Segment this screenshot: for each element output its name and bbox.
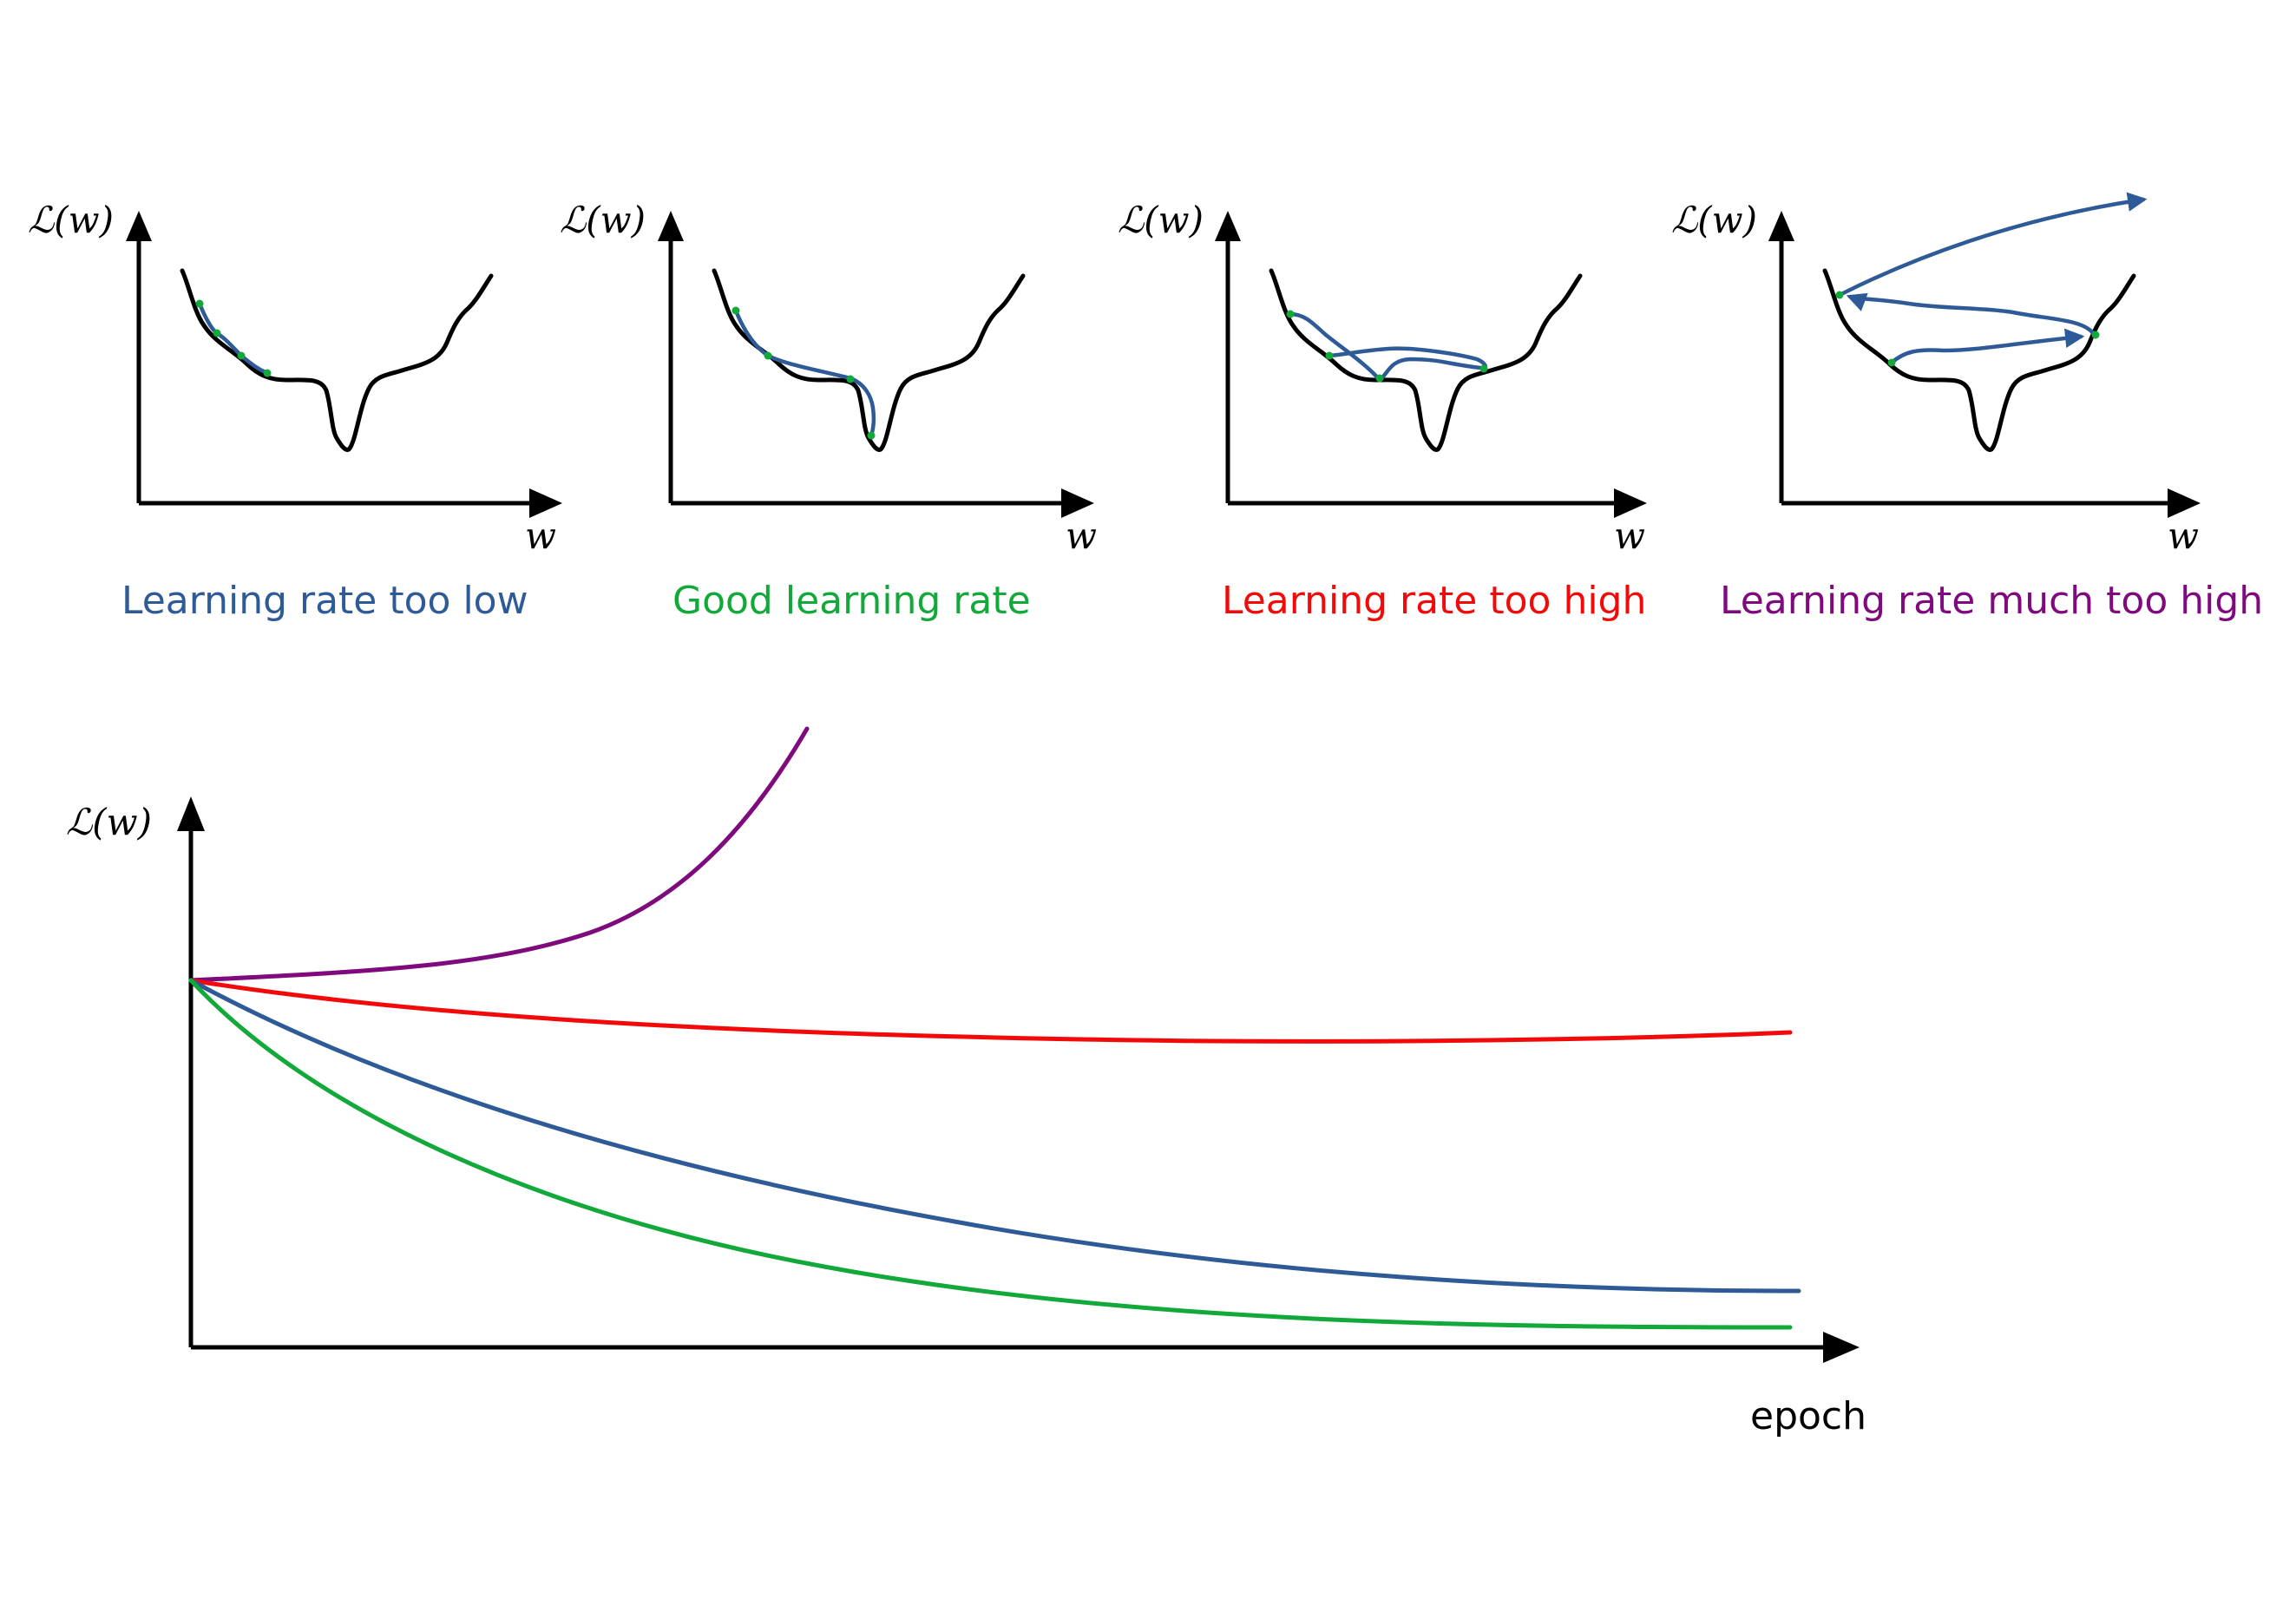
panel-much-too-high: ℒ(w) w Learning rate much too high: [1671, 192, 2263, 623]
y-axis-label: ℒ(w): [1118, 199, 1204, 241]
optimizer-path: [1288, 311, 1488, 383]
caption-much-too-high: Learning rate much too high: [1720, 579, 2263, 623]
curve-too-high: [188, 978, 1793, 1044]
optimizer-path-step-3: [1840, 192, 2148, 296]
optimizer-path: [733, 308, 876, 438]
curve-good: [188, 978, 1793, 1330]
step-point: [237, 351, 246, 360]
panel-good: ℒ(w) w Good learning rate: [560, 199, 1097, 623]
step-point: [867, 431, 876, 440]
main-y-axis-label: ℒ(w): [66, 801, 152, 843]
step-point: [1286, 310, 1295, 318]
caption-too-high: Learning rate too high: [1222, 579, 1646, 623]
step-point: [1835, 291, 1844, 299]
step-point: [764, 351, 772, 360]
loss-landscape: [1822, 268, 2136, 452]
x-axis-label: w: [2168, 514, 2199, 557]
step-point: [2091, 331, 2100, 339]
optimizer-path-step-1: [1889, 328, 2085, 365]
caption-too-low: Learning rate too low: [121, 579, 528, 623]
optimizer-path: [197, 301, 270, 376]
step-point: [1887, 358, 1896, 367]
step-point: [1375, 374, 1384, 383]
x-axis-label: w: [1066, 514, 1097, 557]
main-x-axis-label: epoch: [1750, 1394, 1866, 1438]
step-point: [195, 299, 204, 308]
x-axis-label: w: [525, 514, 556, 557]
step-point: [1325, 351, 1334, 360]
curve-too-low: [188, 978, 1801, 1294]
step-point: [263, 369, 272, 377]
panel-axes: [126, 211, 562, 518]
curve-much-too-high: [188, 726, 810, 983]
caption-good: Good learning rate: [672, 579, 1031, 623]
loss-vs-epoch-plot: ℒ(w) epoch: [66, 726, 1866, 1438]
y-axis-label: ℒ(w): [28, 199, 114, 241]
main-axes: [177, 796, 1860, 1363]
optimizer-path-step-2: [1846, 292, 2096, 336]
loss-landscape: [712, 268, 1026, 452]
step-point: [731, 306, 740, 315]
y-axis-label: ℒ(w): [560, 199, 646, 241]
panel-axes: [1768, 211, 2201, 518]
panel-axes: [658, 211, 1094, 518]
step-point: [213, 329, 221, 337]
panel-too-low: ℒ(w) w Learning rate too low: [28, 199, 562, 623]
x-axis-label: w: [1614, 514, 1645, 557]
loss-landscape: [180, 268, 494, 452]
step-point: [846, 375, 855, 383]
step-point: [1479, 364, 1488, 373]
panel-axes: [1215, 211, 1647, 518]
y-axis-label: ℒ(w): [1671, 199, 1757, 241]
panel-too-high: ℒ(w) w Learning rate too high: [1118, 199, 1647, 623]
